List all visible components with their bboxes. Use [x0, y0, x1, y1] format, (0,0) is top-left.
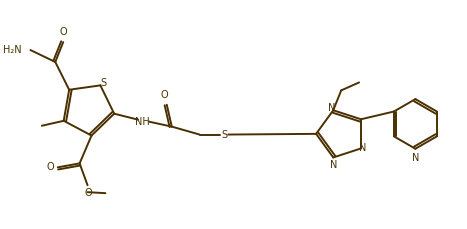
Text: H₂N: H₂N — [3, 45, 21, 55]
Text: N: N — [330, 161, 337, 170]
Text: S: S — [100, 78, 106, 88]
Text: N: N — [327, 103, 335, 113]
Text: O: O — [161, 90, 169, 100]
Text: O: O — [85, 188, 92, 198]
Text: N: N — [412, 153, 419, 163]
Text: N: N — [359, 143, 367, 153]
Text: S: S — [221, 130, 227, 139]
Text: O: O — [46, 162, 54, 172]
Text: NH: NH — [134, 117, 149, 127]
Text: O: O — [59, 27, 67, 37]
